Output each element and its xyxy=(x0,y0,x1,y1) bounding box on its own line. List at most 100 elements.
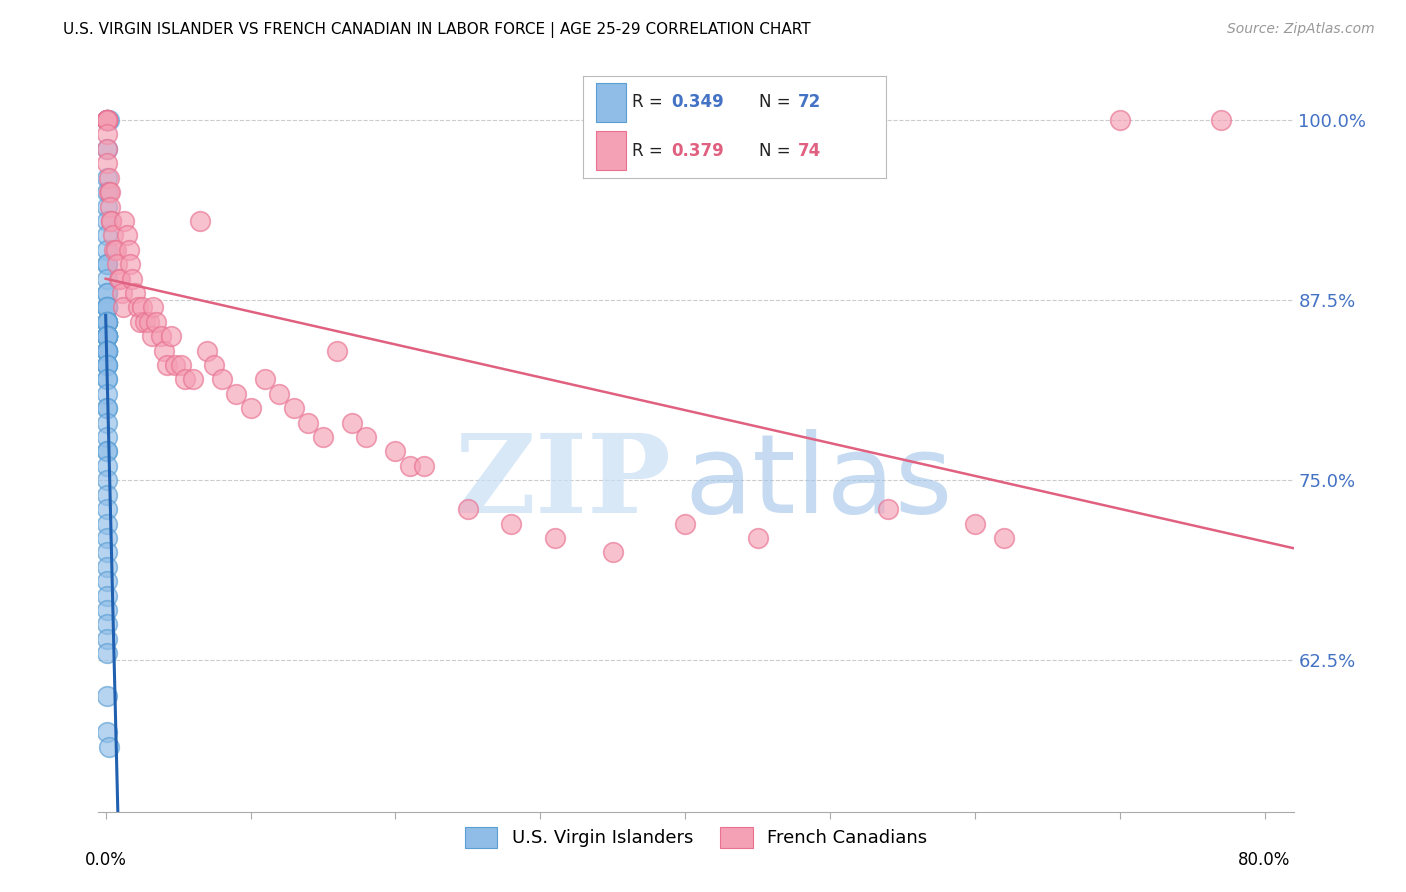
Point xyxy=(103,243,125,257)
Point xyxy=(501,516,523,531)
Point xyxy=(96,257,118,271)
Point xyxy=(96,315,118,329)
Point xyxy=(96,214,118,228)
Point xyxy=(149,329,172,343)
Point xyxy=(96,113,118,128)
Point xyxy=(98,200,121,214)
Point xyxy=(96,401,118,416)
Point xyxy=(107,271,129,285)
Point xyxy=(129,315,152,329)
Point xyxy=(96,156,118,170)
Text: R =: R = xyxy=(631,142,668,160)
Point xyxy=(96,502,118,516)
Point xyxy=(96,725,118,739)
Text: 0.349: 0.349 xyxy=(671,94,724,112)
Point xyxy=(96,387,118,401)
Point xyxy=(96,301,118,315)
Point xyxy=(112,301,135,315)
Text: 80.0%: 80.0% xyxy=(1239,851,1291,869)
Point xyxy=(108,271,131,285)
Point xyxy=(457,502,479,516)
Point xyxy=(202,358,225,372)
Point xyxy=(96,545,118,559)
Point xyxy=(96,315,118,329)
Bar xyxy=(596,83,626,122)
Point xyxy=(96,343,118,358)
Point xyxy=(174,372,197,386)
Point xyxy=(97,113,120,128)
Point xyxy=(96,113,118,128)
Point xyxy=(96,185,118,199)
Point xyxy=(131,301,153,315)
Point xyxy=(105,257,128,271)
Point xyxy=(96,301,118,315)
Point xyxy=(96,617,118,632)
Text: N =: N = xyxy=(759,142,796,160)
Point xyxy=(1108,113,1130,128)
Text: N =: N = xyxy=(759,94,796,112)
Point xyxy=(120,257,142,271)
Point xyxy=(114,214,136,228)
Point xyxy=(96,488,118,502)
Point xyxy=(96,113,118,128)
Text: U.S. VIRGIN ISLANDER VS FRENCH CANADIAN IN LABOR FORCE | AGE 25-29 CORRELATION C: U.S. VIRGIN ISLANDER VS FRENCH CANADIAN … xyxy=(63,22,811,38)
Point xyxy=(124,285,146,300)
Point xyxy=(127,301,149,315)
Point xyxy=(96,329,118,343)
Point xyxy=(96,343,118,358)
Point xyxy=(963,516,986,531)
Point xyxy=(399,458,422,473)
Point xyxy=(96,315,118,329)
Text: Source: ZipAtlas.com: Source: ZipAtlas.com xyxy=(1227,22,1375,37)
Point xyxy=(118,243,141,257)
Point xyxy=(138,315,160,329)
Point xyxy=(145,315,167,329)
Point xyxy=(96,142,118,156)
Point xyxy=(96,142,118,156)
Point xyxy=(96,257,118,271)
Point xyxy=(170,358,193,372)
Point xyxy=(1209,113,1232,128)
Point xyxy=(356,430,378,444)
Point xyxy=(96,128,118,142)
Point xyxy=(96,329,118,343)
Point xyxy=(96,113,118,128)
Point xyxy=(181,372,204,386)
Point xyxy=(96,329,118,343)
Text: 0.379: 0.379 xyxy=(671,142,724,160)
Point xyxy=(96,113,118,128)
Point xyxy=(96,329,118,343)
Point xyxy=(96,285,118,300)
Point xyxy=(96,228,118,243)
Point xyxy=(96,329,118,343)
Point xyxy=(211,372,233,386)
Point xyxy=(96,444,118,458)
Point xyxy=(96,329,118,343)
Point xyxy=(96,343,118,358)
Point xyxy=(101,228,124,243)
Point xyxy=(96,113,118,128)
Point xyxy=(96,401,118,416)
Point xyxy=(96,516,118,531)
Point xyxy=(413,458,436,473)
Bar xyxy=(596,131,626,170)
Point xyxy=(96,329,118,343)
Point xyxy=(134,315,156,329)
Point xyxy=(312,430,335,444)
Point xyxy=(160,329,183,343)
Point xyxy=(96,301,118,315)
Point xyxy=(96,589,118,603)
Point xyxy=(96,372,118,386)
Point xyxy=(188,214,211,228)
Point xyxy=(877,502,900,516)
Point xyxy=(283,401,305,416)
Point xyxy=(97,170,120,185)
Point xyxy=(326,343,349,358)
Point xyxy=(96,531,118,545)
Point xyxy=(152,343,174,358)
Point xyxy=(96,301,118,315)
Point xyxy=(602,545,624,559)
Point xyxy=(96,574,118,589)
Point xyxy=(297,416,319,430)
Point xyxy=(747,531,769,545)
